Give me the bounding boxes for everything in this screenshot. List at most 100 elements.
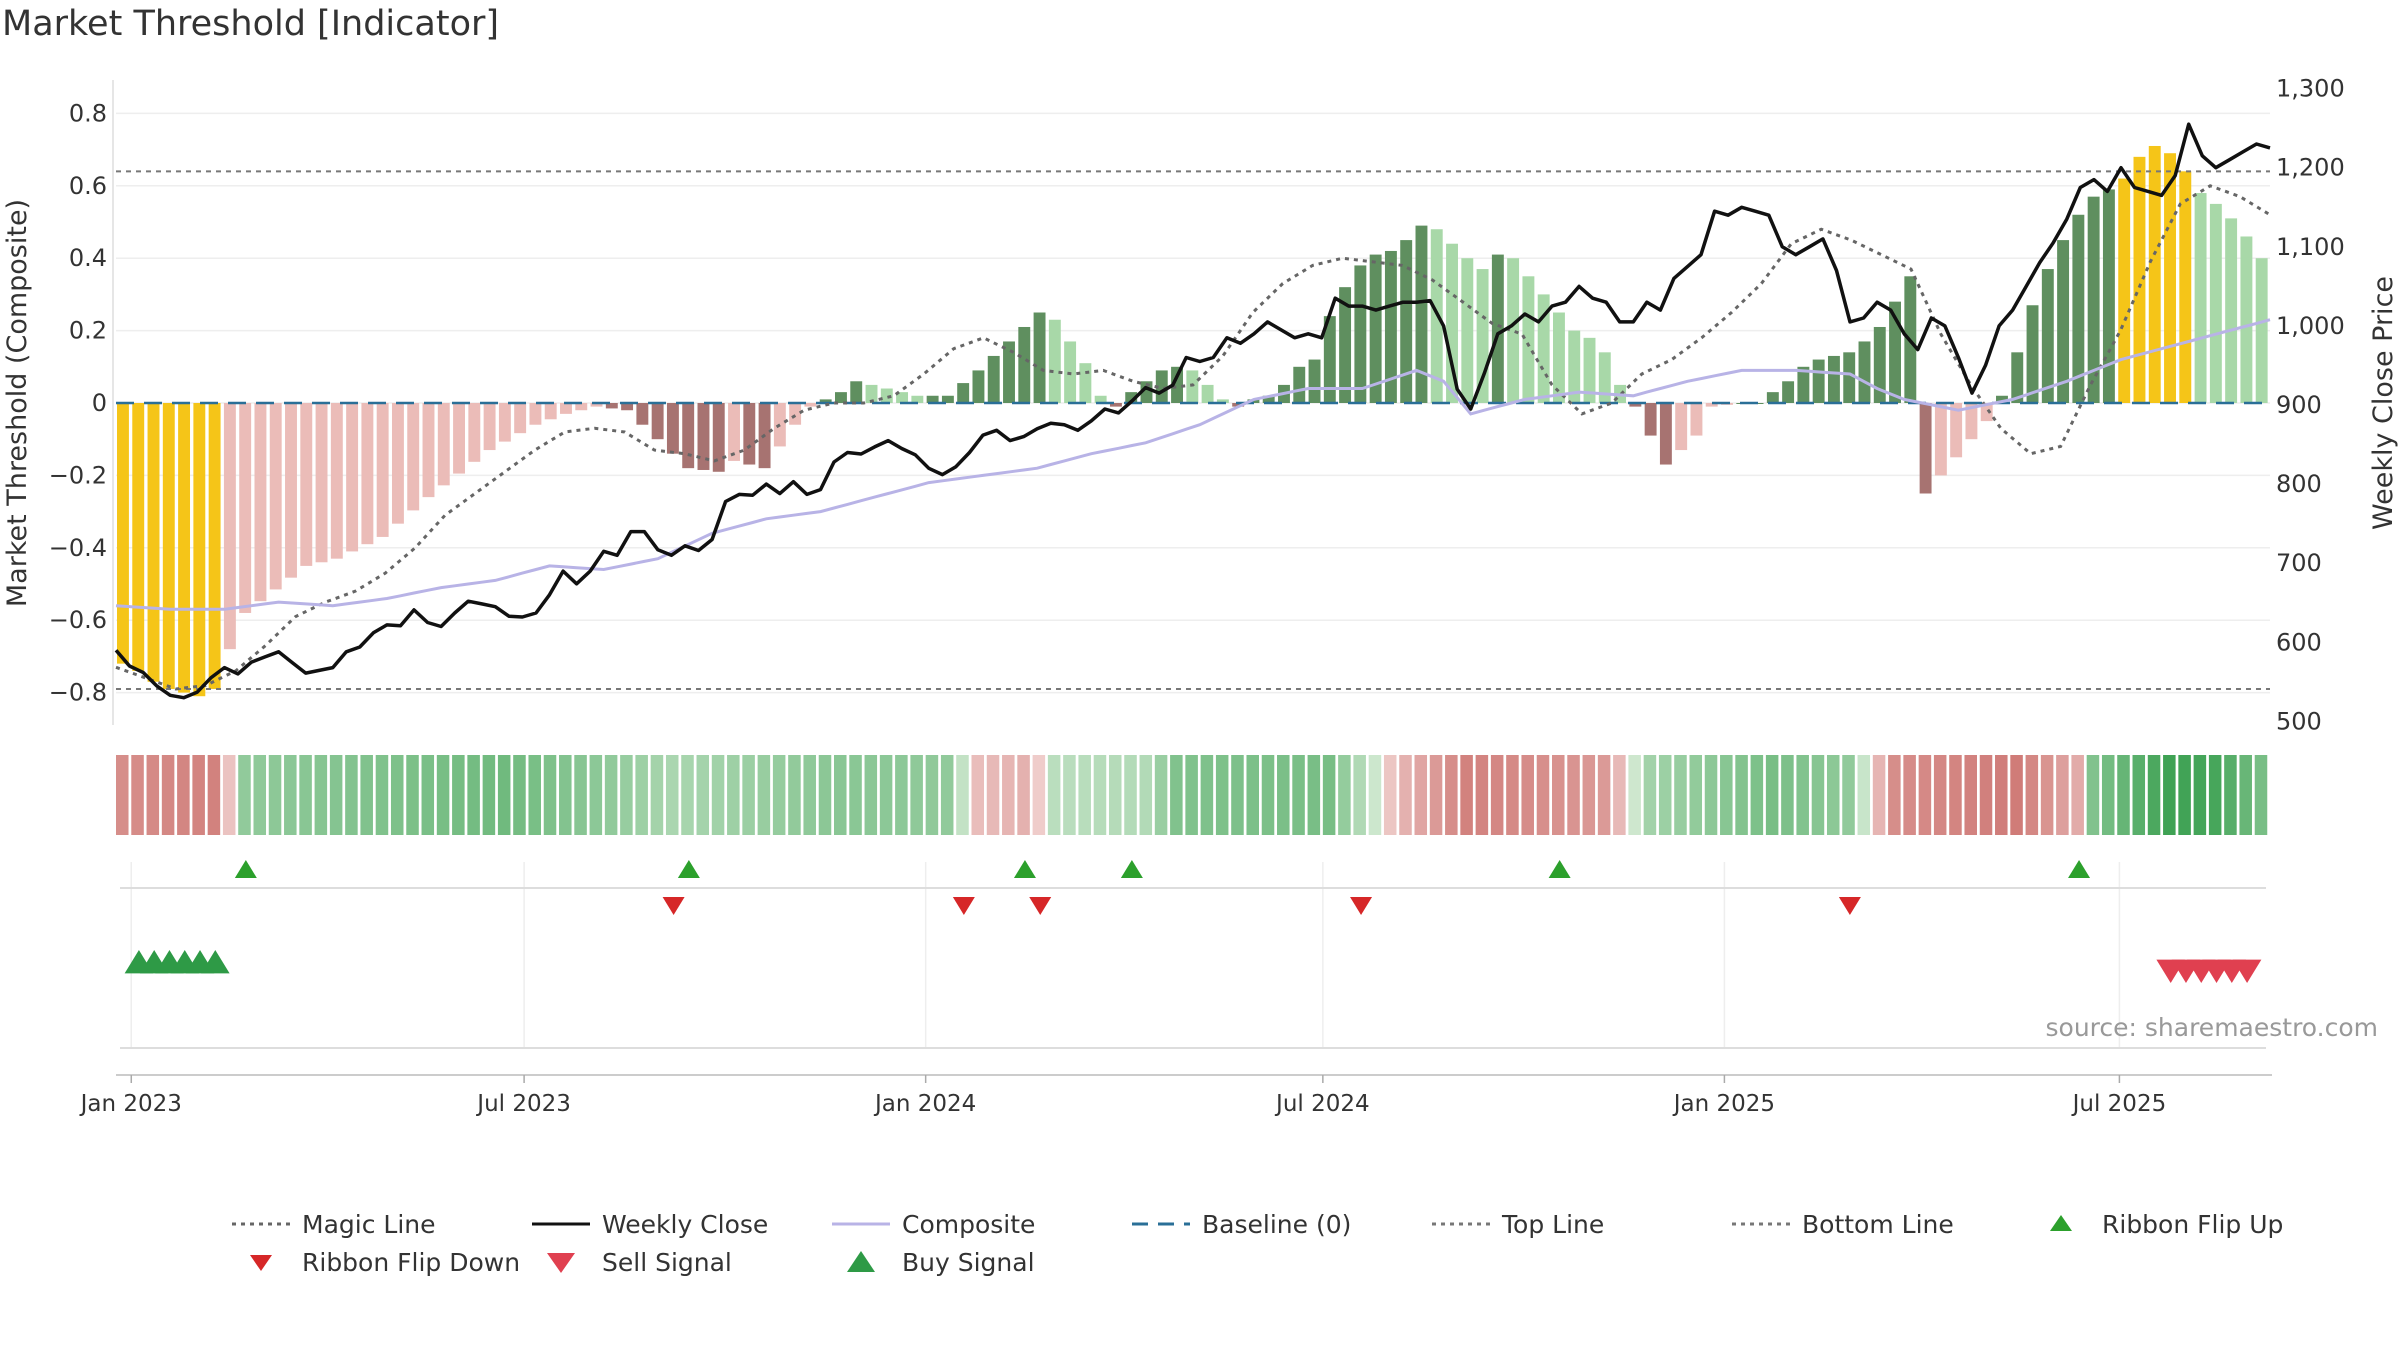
composite-bar <box>544 403 557 420</box>
legend-item: Baseline (0) <box>1130 1210 1430 1239</box>
source-note: source: sharemaestro.com <box>2045 1013 2379 1042</box>
x-tick-label: Jul 2025 <box>2071 1091 2167 1117</box>
composite-bar <box>850 381 863 403</box>
ribbon-cell <box>879 755 893 835</box>
legend-swatch-icon <box>530 1212 592 1236</box>
x-tick-label: Jan 2025 <box>1672 1091 1775 1117</box>
x-tick-label: Jul 2023 <box>475 1091 571 1117</box>
ribbon-cell <box>2010 755 2023 835</box>
y2-tick-label: 900 <box>2276 391 2322 419</box>
composite-bar <box>330 403 343 559</box>
ribbon-cell <box>711 755 725 835</box>
ribbon-cell <box>360 755 373 835</box>
legend-swatch-icon <box>530 1250 592 1274</box>
ribbon-cell <box>1078 755 1091 835</box>
composite-bar <box>1354 265 1367 403</box>
composite-bar <box>1812 359 1825 403</box>
ribbon-cell <box>1338 755 1351 835</box>
ribbon-cell <box>1139 755 1153 835</box>
ribbon-cell <box>834 755 847 835</box>
ribbon-cell <box>2224 755 2237 835</box>
ribbon-flip-down-marker <box>1029 897 1052 915</box>
ribbon-cell <box>1857 755 1871 835</box>
y-tick-label: −0.8 <box>49 679 107 707</box>
composite-bar <box>437 403 450 486</box>
composite-bar <box>1965 403 1978 440</box>
composite-bar <box>865 384 878 403</box>
ribbon-cell <box>1536 755 1550 835</box>
ribbon-cell <box>1108 755 1122 835</box>
legend-row: Ribbon Flip Down Sell Signal Buy Signal <box>230 1243 2330 1281</box>
composite-bar <box>1522 276 1535 403</box>
composite-bar <box>590 403 603 407</box>
composite-bar <box>1766 392 1779 403</box>
magic-line <box>115 184 2271 691</box>
ribbon-cell <box>1399 755 1412 835</box>
composite-bar <box>391 403 404 524</box>
ribbon-cell <box>421 755 435 835</box>
ribbon-cell <box>1979 755 1993 835</box>
ribbon-cell <box>1552 755 1565 835</box>
composite-bar <box>361 403 374 545</box>
ribbon-cell <box>635 755 648 835</box>
bars-layer <box>117 145 2268 697</box>
ribbon-cell <box>543 755 557 835</box>
ribbon-cell <box>803 755 816 835</box>
composite-bar <box>560 403 572 414</box>
composite-bar <box>1873 326 1886 403</box>
composite-bar <box>529 403 542 425</box>
composite-bar <box>1889 301 1902 403</box>
composite-bar <box>178 403 191 693</box>
ribbon-cell <box>375 755 389 835</box>
composite-bar <box>1171 366 1184 403</box>
composite-bar <box>1232 403 1245 407</box>
ribbon-cell <box>1231 755 1244 835</box>
ribbon-cell <box>1093 755 1107 835</box>
legend-swatch-icon <box>230 1250 292 1274</box>
ribbon-flip-up-marker <box>2068 860 2091 878</box>
composite-bar <box>1659 403 1672 465</box>
y2-tick-label: 800 <box>2276 470 2322 498</box>
composite-bar <box>2133 156 2146 403</box>
ribbon-cell <box>1277 755 1290 835</box>
composite-bar <box>1644 403 1657 436</box>
legend-item: Bottom Line <box>1730 1210 2030 1239</box>
composite-bar <box>1079 363 1092 403</box>
composite-bar <box>239 403 252 613</box>
ribbon-cell <box>1658 755 1672 835</box>
y2-tick-label: 600 <box>2276 628 2322 656</box>
composite-bar <box>1843 352 1856 403</box>
composite-bar <box>285 403 297 578</box>
ribbon-cell <box>482 755 496 835</box>
ribbon-cell <box>222 755 236 835</box>
composite-bar <box>1675 403 1688 451</box>
ribbon-cell <box>1750 755 1764 835</box>
ribbon-cell <box>910 755 923 835</box>
ribbon-cell <box>513 755 526 835</box>
y2-tick-label: 1,300 <box>2276 75 2345 103</box>
composite-bar <box>117 403 129 664</box>
composite-bar <box>1186 370 1199 403</box>
ribbon-cell <box>1933 755 1947 835</box>
ribbon-cell <box>940 755 954 835</box>
ribbon-cell <box>329 755 343 835</box>
composite-bar <box>1293 366 1306 403</box>
ribbon-cell <box>1842 755 1855 835</box>
ribbon-cell <box>1720 755 1733 835</box>
composite-bar <box>1400 240 1413 403</box>
y2-tick-label: 1,100 <box>2276 233 2345 261</box>
ribbon-cell <box>1185 755 1198 835</box>
composite-bar <box>1461 258 1474 403</box>
ribbon-cell <box>1506 755 1519 835</box>
ribbon-cell <box>452 755 465 835</box>
composite-bar <box>1537 294 1550 403</box>
axes-layer: 0.8 0.6 0.4 0.2 0 −0.2 −0.4 −0.6 −0.8 1,300 1,200 1… <box>2 75 2399 1117</box>
composite-bar <box>1476 269 1489 403</box>
ribbon-cell <box>1964 755 1977 835</box>
ribbon-cell <box>1567 755 1580 835</box>
ribbon-cell <box>1903 755 1916 835</box>
ribbon-cell <box>1949 755 1962 835</box>
ribbon-cell <box>284 755 297 835</box>
ribbon-cell <box>1368 755 1382 835</box>
ribbon-cell <box>1689 755 1703 835</box>
